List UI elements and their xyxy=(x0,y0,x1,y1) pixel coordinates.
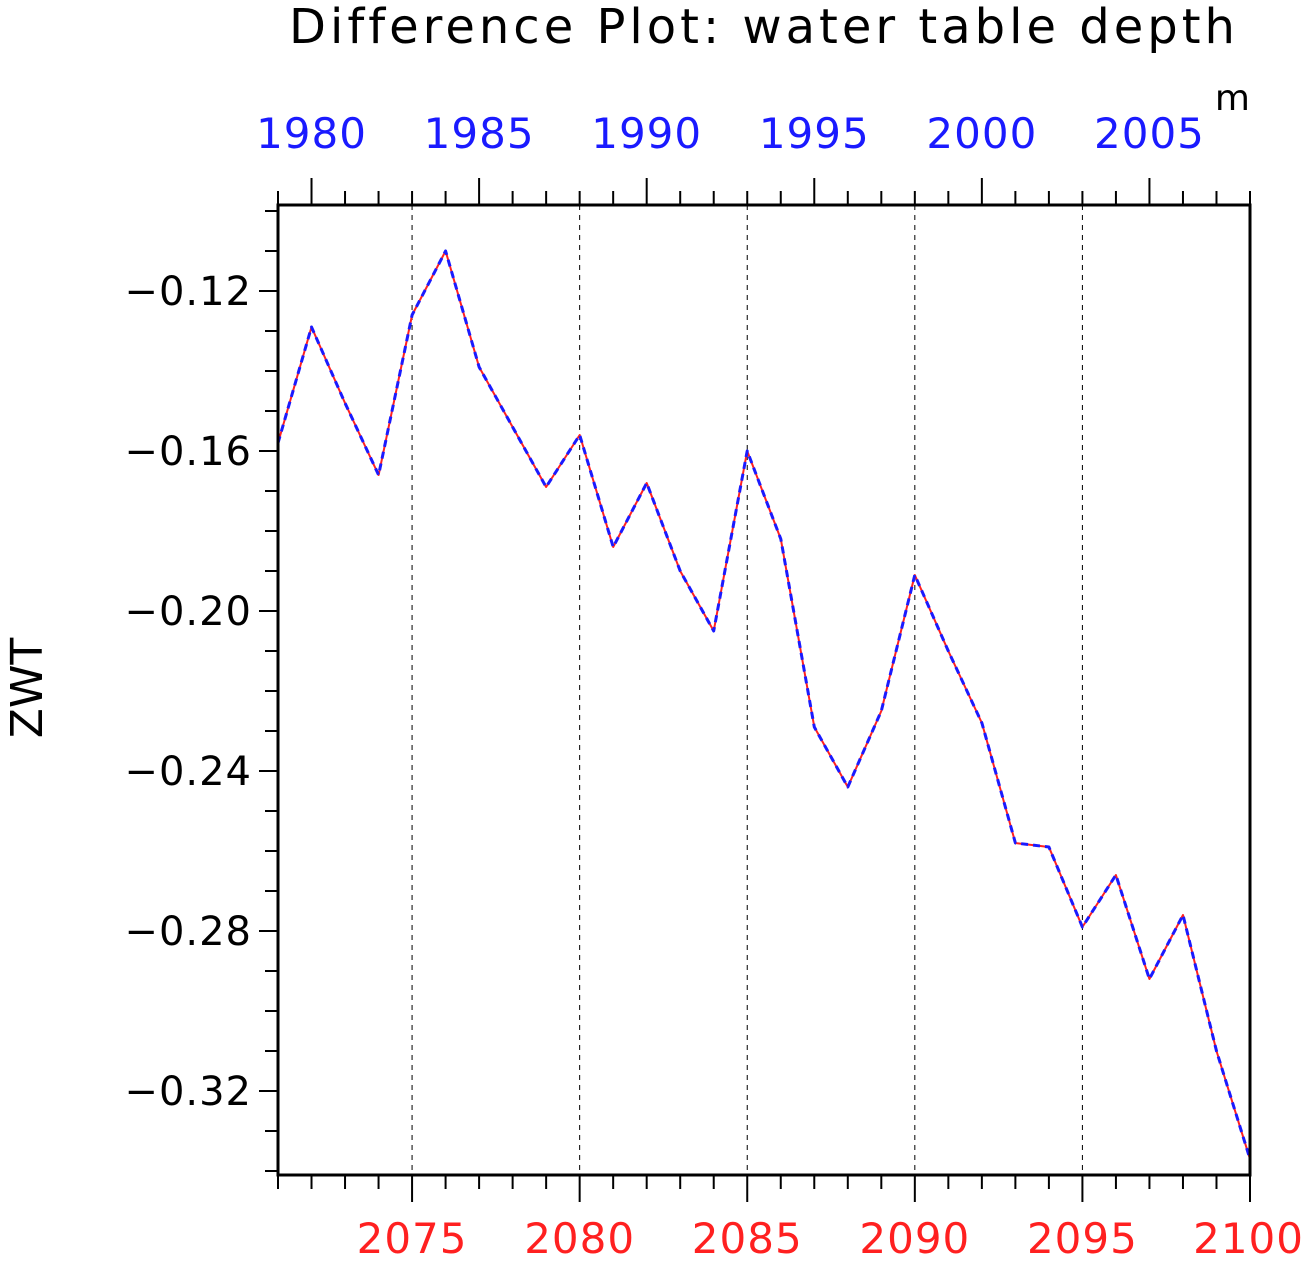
series-line-solid xyxy=(277,250,1251,1160)
series-lines xyxy=(276,249,1252,1160)
plot-frame xyxy=(276,203,1252,1177)
series-line-dashed xyxy=(276,249,1252,1160)
y-axis-label: ZWT xyxy=(2,638,53,739)
y-tick-label: −0.12 xyxy=(124,269,252,315)
grid-lines xyxy=(411,205,1083,1175)
x-top-tick-label: 1995 xyxy=(759,109,870,158)
units-label: m xyxy=(1215,78,1250,119)
y-tick-label: −0.24 xyxy=(124,749,252,795)
y-tick-label: −0.16 xyxy=(124,429,252,475)
x-top-tick-label: 2000 xyxy=(926,109,1037,158)
x-top-tick-label: 1980 xyxy=(256,109,367,158)
x-top-tick-label: 1990 xyxy=(591,109,702,158)
x-bottom-tick-label: 2095 xyxy=(1027,1214,1138,1263)
x-top-tick-label: 1985 xyxy=(424,109,535,158)
y-tick-label: −0.32 xyxy=(124,1069,252,1115)
x-top-tick-label: 2005 xyxy=(1094,109,1205,158)
y-tick-label: −0.20 xyxy=(124,589,252,635)
y-tick-label: −0.28 xyxy=(124,909,252,955)
tick-labels: −0.12 −0.16 −0.20 −0.24 −0.28 −0.32 2075 2080 20… xyxy=(124,109,1304,1263)
x-bottom-tick-label: 2080 xyxy=(524,1214,635,1263)
x-bottom-tick-label: 2090 xyxy=(859,1214,970,1263)
x-bottom-tick-label: 2075 xyxy=(357,1214,468,1263)
x-bottom-tick-label: 2085 xyxy=(692,1214,803,1263)
axis-ticks xyxy=(259,178,1251,1202)
x-bottom-tick-label: 2100 xyxy=(1193,1214,1304,1263)
chart-title: Difference Plot: water table depth xyxy=(289,0,1239,55)
